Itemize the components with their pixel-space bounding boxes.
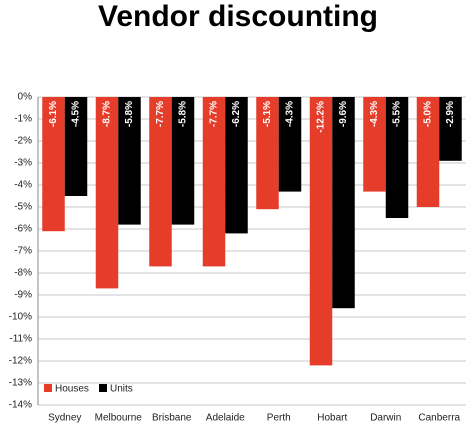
value-label: -7.7% xyxy=(209,101,220,127)
bar xyxy=(42,97,65,232)
value-label: -4.5% xyxy=(71,101,82,127)
y-tick-label: -12% xyxy=(9,356,32,367)
y-tick-label: 0% xyxy=(18,92,33,103)
value-label: -5.0% xyxy=(423,101,434,127)
x-tick-label: Melbourne xyxy=(95,413,143,424)
x-tick-label: Adelaide xyxy=(206,413,245,424)
legend-label: Houses xyxy=(55,384,89,395)
y-tick-label: -8% xyxy=(14,268,32,279)
y-tick-label: -6% xyxy=(14,224,32,235)
y-tick-label: -5% xyxy=(14,202,32,213)
x-tick-label: Perth xyxy=(267,413,291,424)
bar xyxy=(202,97,226,267)
value-label: -2.9% xyxy=(445,101,456,127)
x-tick-label: Canberra xyxy=(418,413,460,424)
bar xyxy=(416,97,440,207)
y-tick-label: -1% xyxy=(14,114,32,125)
bar xyxy=(309,97,333,366)
value-label: -5.8% xyxy=(178,101,189,127)
bar xyxy=(332,97,355,309)
y-tick-label: -13% xyxy=(9,378,32,389)
bar xyxy=(256,97,279,210)
legend-label: Units xyxy=(110,384,133,395)
bar xyxy=(439,97,462,161)
y-tick-label: -7% xyxy=(14,246,32,257)
y-tick-label: -3% xyxy=(14,158,32,169)
value-label: -7.7% xyxy=(155,101,166,127)
bar xyxy=(171,97,195,225)
value-label: -9.6% xyxy=(338,101,349,127)
value-label: -5.8% xyxy=(124,101,135,127)
bar xyxy=(278,97,302,192)
y-tick-label: -4% xyxy=(14,180,32,191)
value-label: -6.1% xyxy=(48,101,59,127)
bar xyxy=(363,97,386,192)
x-tick-label: Brisbane xyxy=(152,413,192,424)
chart-title: Vendor discounting xyxy=(98,0,378,33)
y-tick-label: -11% xyxy=(9,334,32,345)
value-label: -4.3% xyxy=(369,101,380,127)
bar xyxy=(64,97,88,196)
bar xyxy=(149,97,172,267)
value-label: -5.5% xyxy=(392,101,403,127)
value-label: -8.7% xyxy=(102,101,113,127)
value-label: -4.3% xyxy=(285,101,296,127)
value-label: -5.1% xyxy=(262,101,273,127)
bar xyxy=(225,97,248,234)
x-tick-label: Hobart xyxy=(317,413,347,424)
y-tick-label: -9% xyxy=(14,290,32,301)
value-label: -12.2% xyxy=(316,101,327,133)
legend-swatch xyxy=(44,384,52,392)
y-tick-label: -14% xyxy=(9,400,32,411)
y-tick-label: -10% xyxy=(9,312,32,323)
x-tick-label: Sydney xyxy=(48,413,81,424)
bar xyxy=(385,97,409,218)
y-tick-label: -2% xyxy=(14,136,32,147)
bar xyxy=(118,97,141,225)
value-label: -6.2% xyxy=(231,101,242,127)
bar xyxy=(95,97,119,289)
x-tick-label: Darwin xyxy=(370,413,401,424)
legend-swatch xyxy=(99,384,107,392)
